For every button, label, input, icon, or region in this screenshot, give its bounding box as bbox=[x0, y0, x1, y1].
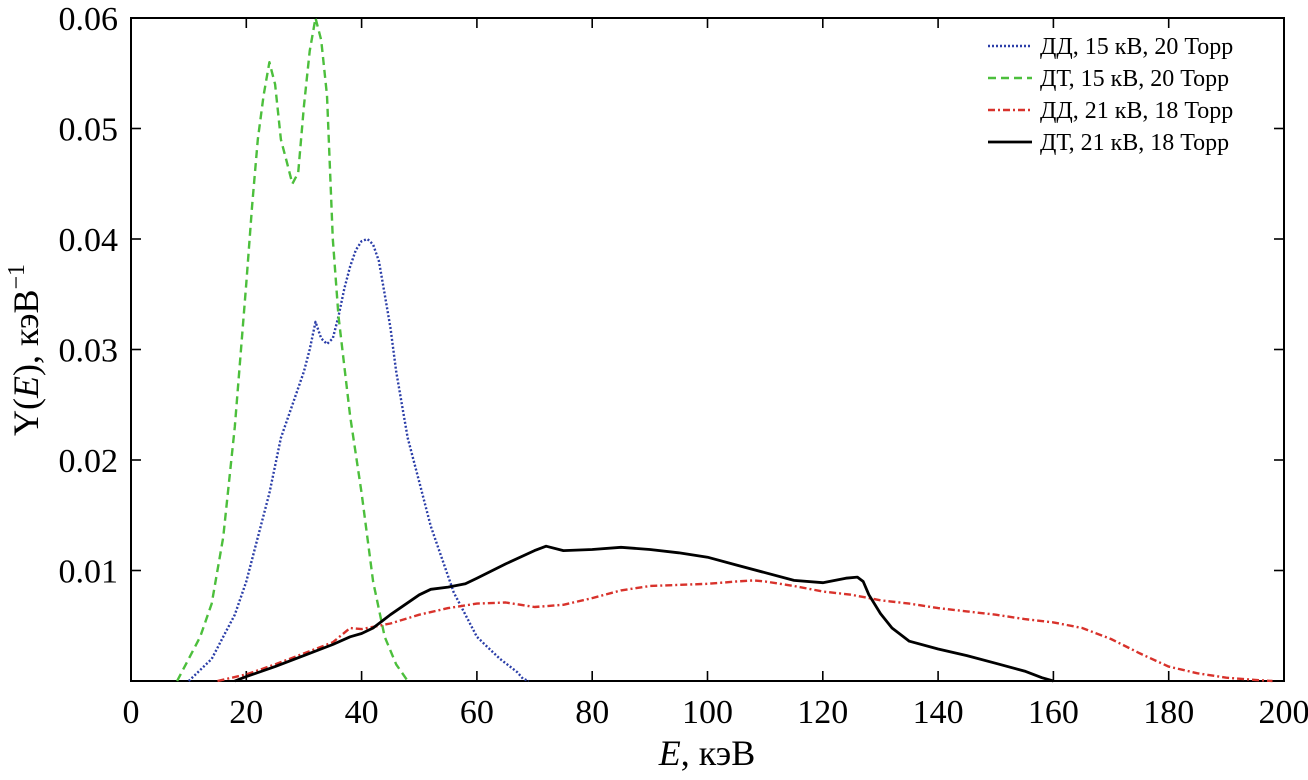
legend-label: ДТ, 21 кВ, 18 Торр bbox=[1040, 130, 1229, 156]
y-tick-label: 0.06 bbox=[59, 1, 119, 38]
x-tick-label: 160 bbox=[1028, 694, 1079, 731]
y-tick-label: 0.02 bbox=[59, 443, 119, 480]
legend-label: ДТ, 15 кВ, 20 Торр bbox=[1040, 66, 1229, 92]
x-tick-label: 120 bbox=[797, 694, 848, 731]
y-tick-label: 0.03 bbox=[59, 333, 119, 370]
x-tick-label: 60 bbox=[460, 694, 494, 731]
axis-ticks bbox=[130, 17, 1285, 681]
y-tick-label: 0.01 bbox=[59, 554, 119, 591]
legend-label: ДД, 21 кВ, 18 Торр bbox=[1040, 98, 1233, 124]
series-line-2 bbox=[176, 16, 409, 682]
x-axis-title: E, кэВ bbox=[658, 733, 755, 773]
series-lines bbox=[176, 16, 1273, 683]
series-line-4 bbox=[234, 544, 1054, 683]
y-tick-label: 0.05 bbox=[59, 112, 119, 149]
x-tick-label: 200 bbox=[1259, 694, 1308, 731]
y-tick-labels: 0.01 0.02 0.03 0.04 0.05 0.06 bbox=[59, 1, 119, 591]
x-tick-label: 140 bbox=[913, 694, 964, 731]
x-tick-labels: 0 20 40 60 80 100 120 140 160 180 200 bbox=[123, 694, 1308, 731]
x-tick-label: 20 bbox=[229, 694, 263, 731]
series-line-1 bbox=[187, 237, 530, 683]
legend-label: ДД, 15 кВ, 20 Торр bbox=[1040, 34, 1233, 60]
x-tick-label: 100 bbox=[682, 694, 733, 731]
y-tick-label: 0.04 bbox=[59, 222, 119, 259]
x-tick-label: 180 bbox=[1143, 694, 1194, 731]
x-tick-label: 0 bbox=[123, 694, 140, 731]
y-axis-title: Y(E), кэВ−1 bbox=[4, 264, 46, 436]
x-tick-label: 80 bbox=[575, 694, 609, 731]
x-tick-label: 40 bbox=[345, 694, 379, 731]
legend: ДД, 15 кВ, 20 Торр ДТ, 15 кВ, 20 Торр ДД, … bbox=[988, 34, 1233, 156]
series-line-3 bbox=[217, 579, 1273, 683]
